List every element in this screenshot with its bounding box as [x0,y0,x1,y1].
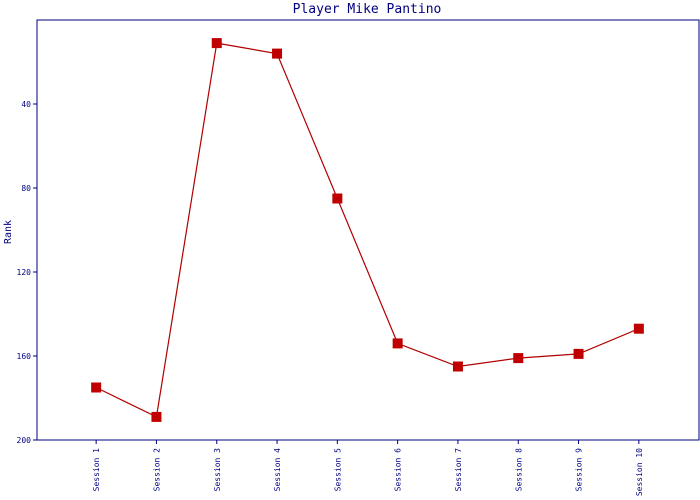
data-point [513,353,524,364]
y-tick-label: 40 [21,100,31,109]
data-point [211,38,222,49]
x-tick-label: Session 9 [575,448,584,492]
x-tick-label: Session 3 [213,448,222,492]
x-tick-label: Session 5 [333,448,342,492]
y-tick-label: 120 [17,268,32,277]
x-tick-label: Session 1 [92,448,101,492]
data-point [332,193,343,204]
x-tick-label: Session 8 [514,448,523,492]
data-point [573,348,584,359]
data-point [452,361,463,372]
x-tick-label: Session 2 [152,448,161,492]
chart-title: Player Mike Pantino [293,2,442,17]
data-line [95,42,640,418]
x-tick-label: Session 10 [635,448,644,496]
x-tick-label: Session 7 [454,448,463,492]
y-tick-label: 80 [21,184,31,193]
x-tick-label: Session 4 [273,448,282,492]
data-point [272,48,283,59]
plot-frame [36,19,700,441]
y-tick-label: 200 [17,436,32,445]
data-point [392,338,403,349]
y-axis-label: Rank [3,220,14,244]
x-tick-label: Session 6 [394,448,403,492]
data-point [151,411,162,422]
data-point [91,382,102,393]
data-point [633,323,644,334]
y-tick-label: 160 [17,352,32,361]
